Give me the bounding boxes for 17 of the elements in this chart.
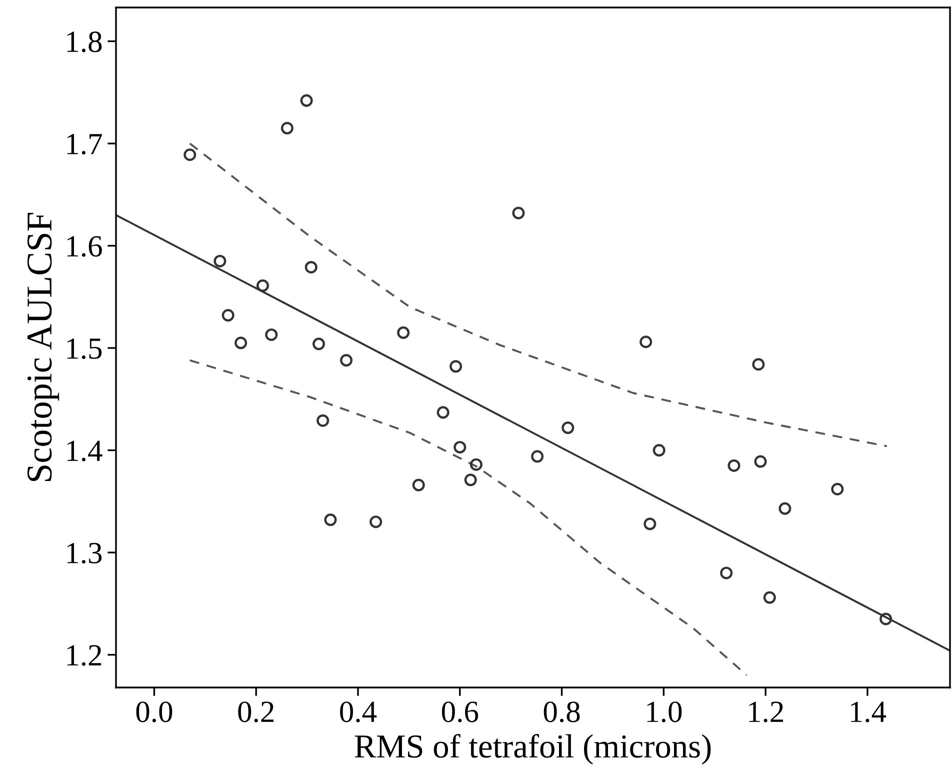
x-tick-label: 0.0	[136, 702, 172, 722]
y-tick-label: 1.5	[67, 338, 102, 360]
y-tick-label: 1.8	[67, 32, 102, 52]
x-tick-label: 0.2	[238, 702, 274, 722]
y-tick-label: 1.2	[67, 645, 102, 666]
x-tick-label: 1.2	[749, 702, 783, 722]
y-axis-title: Scotopic AULCSF	[27, 212, 60, 482]
x-axis-title: RMS of tetrafoil (microns)	[354, 734, 711, 765]
y-tick-label: 1.4	[67, 440, 102, 462]
x-tick-label: 0.4	[340, 702, 377, 722]
x-tick-label: 0.8	[544, 702, 580, 722]
y-tick-label: 1.7	[67, 134, 102, 155]
y-tick-label: 1.3	[67, 542, 102, 564]
x-tick-label: 1.4	[851, 702, 886, 722]
y-tick-label: 1.6	[67, 236, 102, 257]
x-tick-label: 1.0	[647, 702, 682, 722]
x-tick-label: 0.6	[442, 702, 478, 722]
